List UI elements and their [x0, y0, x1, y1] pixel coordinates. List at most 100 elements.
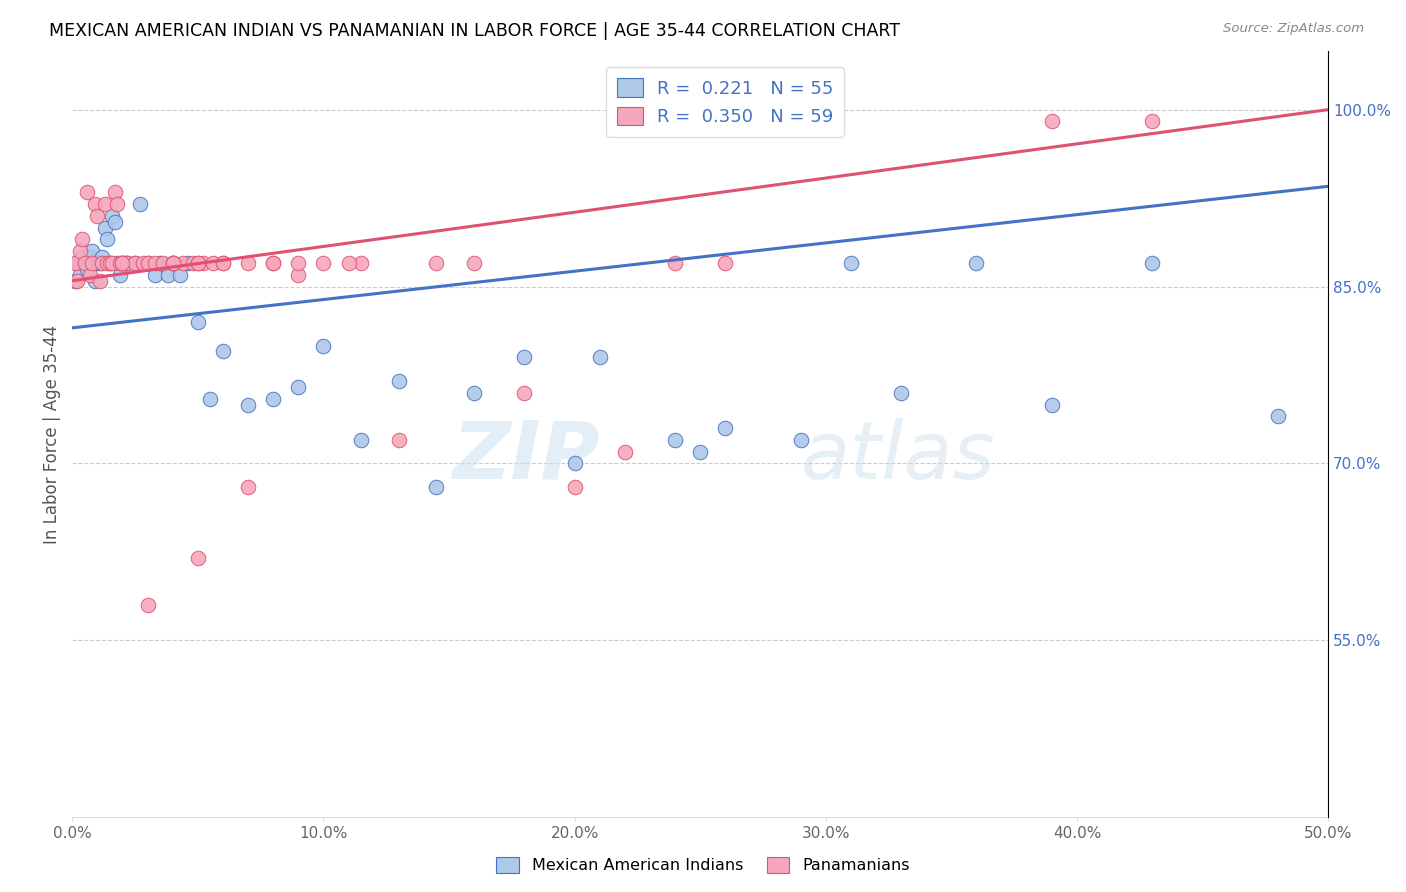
Point: [96, 232, 118, 246]
Point: [1040, 114, 1063, 128]
Point: [513, 385, 536, 400]
Point: [187, 256, 209, 270]
Point: [63, 256, 86, 270]
Point: [73, 256, 96, 270]
Point: [187, 550, 209, 565]
Point: [117, 256, 139, 270]
Point: [98, 256, 121, 270]
Point: [262, 392, 284, 406]
Point: [96, 256, 118, 270]
Point: [287, 380, 309, 394]
Point: [86, 256, 108, 270]
Point: [564, 480, 586, 494]
Point: [76, 261, 98, 276]
Point: [236, 480, 259, 494]
Point: [111, 256, 134, 270]
Point: [564, 457, 586, 471]
Point: [63, 274, 86, 288]
Point: [82, 244, 104, 259]
Point: [714, 256, 737, 270]
Point: [66, 256, 89, 270]
Point: [350, 433, 373, 447]
Point: [136, 256, 159, 270]
Point: [104, 185, 127, 199]
Point: [66, 274, 89, 288]
Point: [149, 256, 172, 270]
Point: [312, 256, 335, 270]
Point: [83, 274, 105, 288]
Point: [262, 256, 284, 270]
Point: [156, 268, 179, 282]
Y-axis label: In Labor Force | Age 35-44: In Labor Force | Age 35-44: [44, 325, 60, 543]
Point: [1267, 409, 1289, 424]
Point: [172, 256, 194, 270]
Point: [181, 256, 204, 270]
Point: [839, 256, 862, 270]
Legend: Mexican American Indians, Panamanians: Mexican American Indians, Panamanians: [491, 850, 915, 880]
Point: [136, 256, 159, 270]
Point: [152, 256, 174, 270]
Point: [425, 480, 447, 494]
Point: [162, 256, 184, 270]
Point: [89, 274, 111, 288]
Point: [312, 338, 335, 352]
Point: [107, 197, 129, 211]
Point: [463, 256, 485, 270]
Point: [111, 256, 134, 270]
Point: [86, 209, 108, 223]
Text: ZIP: ZIP: [453, 418, 600, 496]
Point: [72, 250, 94, 264]
Point: [212, 256, 235, 270]
Point: [664, 256, 686, 270]
Point: [789, 433, 811, 447]
Text: atlas: atlas: [800, 418, 995, 496]
Point: [107, 256, 129, 270]
Point: [169, 268, 191, 282]
Point: [101, 209, 124, 223]
Point: [664, 433, 686, 447]
Point: [388, 374, 411, 388]
Point: [143, 268, 166, 282]
Text: MEXICAN AMERICAN INDIAN VS PANAMANIAN IN LABOR FORCE | AGE 35-44 CORRELATION CHA: MEXICAN AMERICAN INDIAN VS PANAMANIAN IN…: [49, 22, 900, 40]
Point: [589, 351, 612, 365]
Point: [136, 598, 159, 612]
Point: [162, 256, 184, 270]
Point: [613, 444, 636, 458]
Point: [714, 421, 737, 435]
Point: [79, 268, 101, 282]
Point: [236, 397, 259, 411]
Point: [76, 185, 98, 199]
Point: [111, 256, 134, 270]
Point: [966, 256, 988, 270]
Point: [108, 256, 131, 270]
Point: [191, 256, 214, 270]
Point: [91, 250, 114, 264]
Point: [425, 256, 447, 270]
Point: [129, 197, 152, 211]
Point: [73, 256, 96, 270]
Point: [94, 220, 117, 235]
Point: [513, 351, 536, 365]
Point: [124, 256, 146, 270]
Point: [83, 197, 105, 211]
Point: [82, 256, 104, 270]
Point: [69, 244, 91, 259]
Point: [890, 385, 912, 400]
Point: [79, 250, 101, 264]
Point: [69, 268, 91, 282]
Point: [1040, 397, 1063, 411]
Point: [131, 256, 153, 270]
Point: [114, 256, 136, 270]
Point: [200, 392, 222, 406]
Point: [177, 256, 200, 270]
Point: [124, 256, 146, 270]
Point: [162, 256, 184, 270]
Point: [689, 444, 711, 458]
Point: [117, 256, 139, 270]
Point: [463, 385, 485, 400]
Point: [162, 256, 184, 270]
Point: [89, 256, 111, 270]
Point: [91, 256, 114, 270]
Point: [201, 256, 224, 270]
Point: [350, 256, 373, 270]
